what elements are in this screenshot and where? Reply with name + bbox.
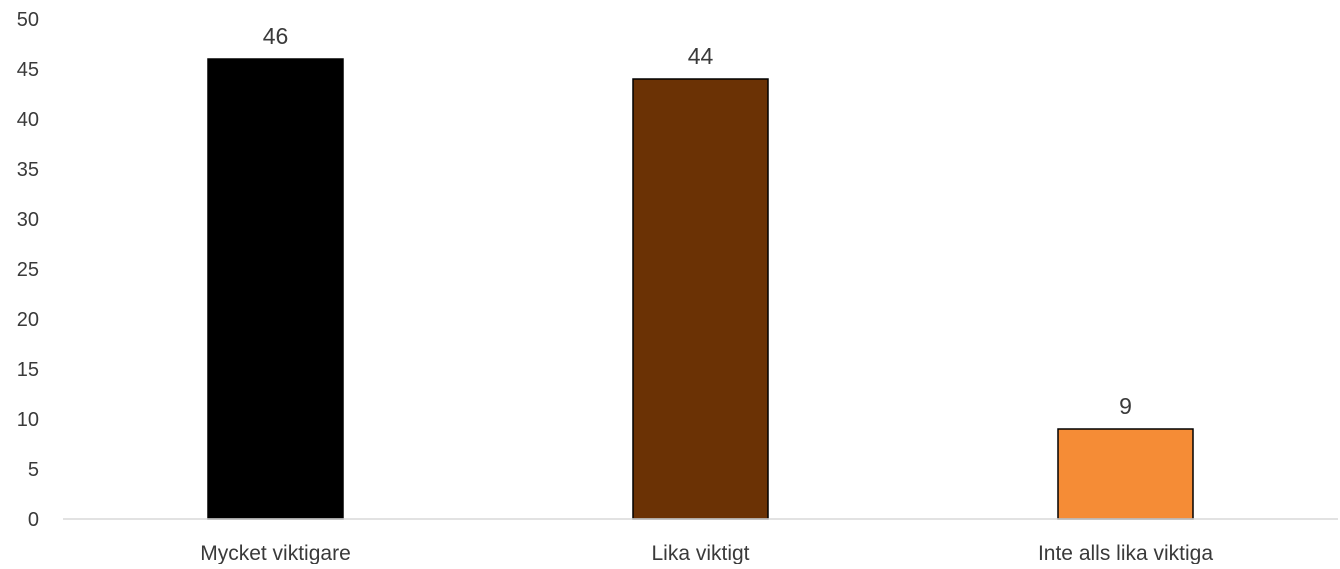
- y-tick-label-45: 45: [17, 59, 39, 81]
- x-category-label-1: Lika viktigt: [651, 542, 749, 564]
- y-tick-label-10: 10: [17, 409, 39, 431]
- data-label-1: 44: [688, 43, 714, 69]
- y-tick-label-30: 30: [17, 209, 39, 231]
- x-category-label-2: Inte alls lika viktiga: [1038, 542, 1213, 564]
- y-tick-label-50: 50: [17, 9, 39, 31]
- data-label-0: 46: [263, 23, 289, 49]
- y-tick-label-25: 25: [17, 259, 39, 281]
- bar-2[interactable]: [1057, 428, 1194, 520]
- y-tick-label-5: 5: [28, 459, 39, 481]
- y-tick-label-15: 15: [17, 359, 39, 381]
- y-tick-label-40: 40: [17, 109, 39, 131]
- y-tick-label-0: 0: [28, 509, 39, 531]
- x-category-label-0: Mycket viktigare: [200, 542, 351, 564]
- y-tick-label-20: 20: [17, 309, 39, 331]
- y-tick-label-35: 35: [17, 159, 39, 181]
- data-label-2: 9: [1119, 393, 1132, 419]
- bar-0[interactable]: [207, 58, 344, 520]
- bar-1[interactable]: [632, 78, 769, 520]
